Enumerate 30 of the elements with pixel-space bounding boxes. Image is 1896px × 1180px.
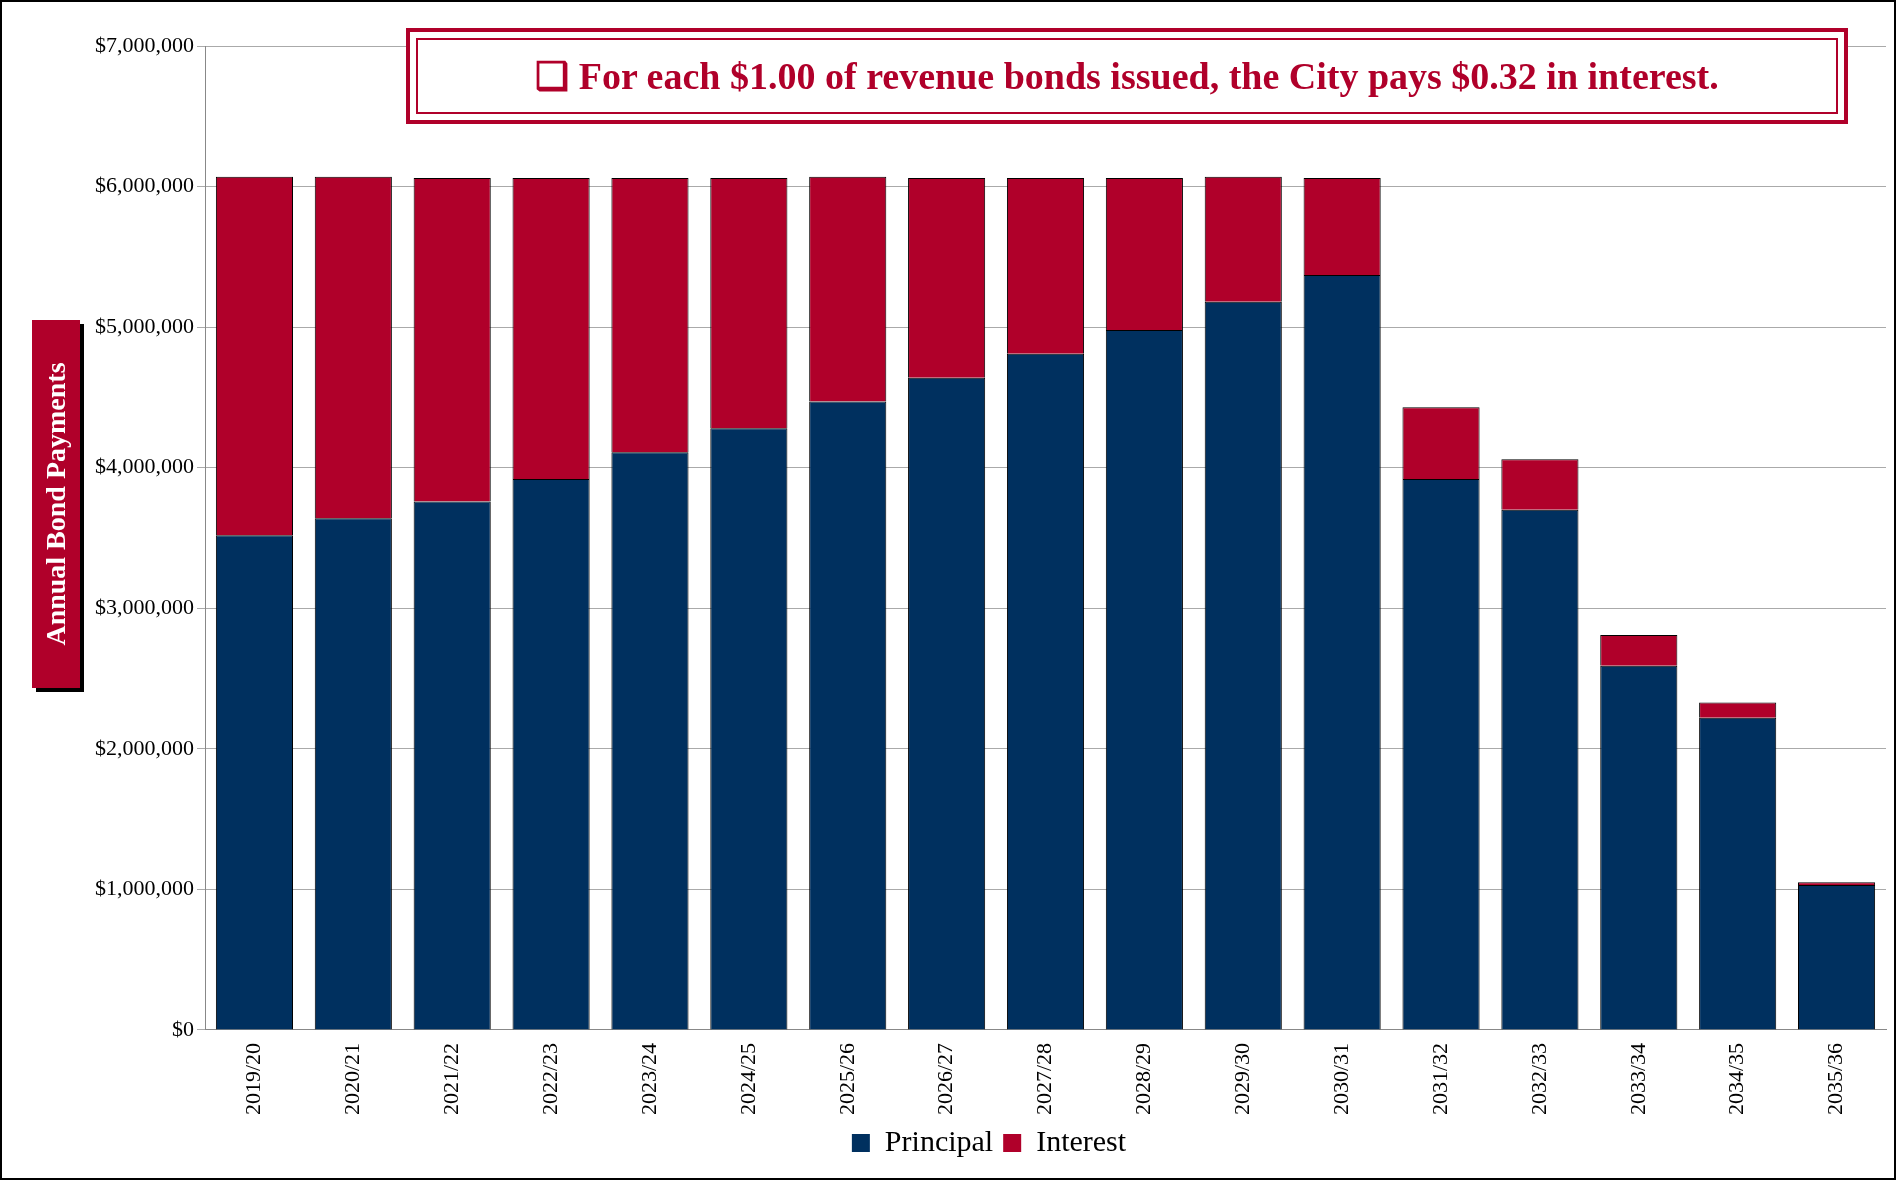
note-frame: ❑ For each $1.00 of revenue bonds issued, the City pays $0.32 in interest. (406, 28, 1848, 124)
y-axis-title: Annual Bond Payments (40, 362, 72, 646)
x-tick-label: 2020/21 (339, 1042, 365, 1116)
x-tick-label: 2028/29 (1130, 1042, 1156, 1116)
x-tick-label: 2031/32 (1426, 1042, 1452, 1116)
y-tick-label: $0 (172, 1015, 194, 1041)
x-tick-label: 2025/26 (833, 1042, 859, 1116)
x-tick-label: 2035/36 (1822, 1042, 1848, 1116)
legend-label: Principal (884, 1123, 994, 1157)
x-tick-label: 2023/24 (635, 1042, 661, 1116)
x-tick-label: 2030/31 (1327, 1042, 1353, 1116)
x-tick-label: 2029/30 (1229, 1042, 1255, 1116)
x-tick-label: 2024/25 (734, 1042, 760, 1116)
x-tick-label: 2032/33 (1525, 1042, 1551, 1116)
x-tick-label: 2022/23 (536, 1042, 562, 1116)
annotation: ❑ For each $1.00 of revenue bonds issued, the City pays $0.32 in interest. (416, 38, 1838, 114)
y-tick-label: $2,000,000 (95, 734, 194, 760)
y-tick-label: $1,000,000 (95, 875, 194, 901)
x-tick-label: 2026/27 (932, 1042, 958, 1116)
x-tick-label: 2019/20 (240, 1042, 266, 1116)
x-tick-label: 2034/35 (1723, 1042, 1749, 1116)
x-tick-label: 2021/22 (437, 1042, 463, 1116)
y-tick-label: $5,000,000 (95, 312, 194, 338)
x-tick-label: 2033/34 (1624, 1042, 1650, 1116)
x-tick-label: 2027/28 (1031, 1042, 1057, 1116)
y-tick-label: $7,000,000 (95, 31, 194, 57)
y-tick-label: $3,000,000 (95, 594, 194, 619)
y-tick-label: $6,000,000 (95, 172, 194, 198)
legend-label: Interest (1036, 1123, 1127, 1157)
y-tick-label: $4,000,000 (95, 453, 194, 479)
